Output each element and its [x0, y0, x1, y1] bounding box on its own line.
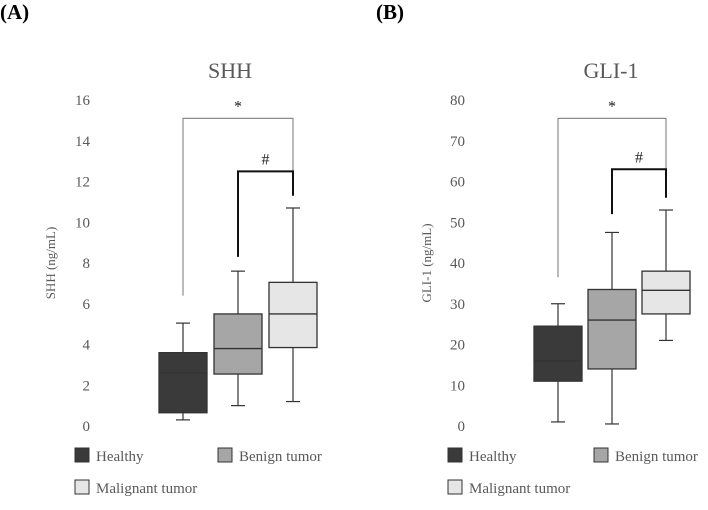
box-healthy	[158, 351, 208, 414]
y-tick-label: 80	[450, 93, 465, 109]
y-tick-label: 14	[75, 134, 91, 150]
box-malignant-tumor	[641, 270, 691, 315]
legend-label: Benign tumor	[239, 449, 322, 465]
y-tick-label: 4	[83, 338, 91, 354]
legend-swatch	[74, 447, 90, 463]
legend-swatch	[74, 479, 90, 495]
significance-bracket	[237, 170, 294, 257]
box-healthy	[533, 325, 583, 382]
y-tick-label: 10	[75, 215, 90, 231]
legend-swatch	[217, 447, 233, 463]
y-axis-label: GLI-1 (ng/mL)	[419, 223, 434, 302]
y-tick-label: 8	[83, 256, 91, 272]
legend-label: Benign tumor	[615, 449, 698, 465]
legend-label: Malignant tumor	[96, 481, 197, 497]
legend-swatch	[593, 447, 609, 463]
y-tick-label: 20	[450, 338, 465, 354]
y-tick-label: 6	[83, 297, 91, 313]
significance-bracket	[611, 168, 667, 215]
significance-marker: #	[635, 149, 643, 166]
y-tick-label: 30	[450, 297, 465, 313]
panel-label: (B)	[376, 0, 404, 24]
panel-shh: (A) SHH SHH (ng/mL) 0 2 4 6 8 10 12 14 16 * # Healthy B…	[0, 0, 322, 497]
box-benign-tumor	[587, 288, 637, 370]
significance-bracket	[557, 117, 667, 278]
chart-title: GLI-1	[584, 58, 639, 83]
legend-label: Malignant tumor	[469, 481, 570, 497]
panel-gli1: (B) GLI-1 GLI-1 (ng/mL) 0 10 20 30 40 50 60 70 80 * #…	[376, 0, 698, 497]
significance-marker: *	[234, 98, 242, 115]
y-tick-label: 60	[450, 175, 465, 191]
y-tick-label: 16	[75, 93, 91, 109]
significance-bracket	[182, 117, 294, 296]
legend-swatch	[447, 447, 463, 463]
y-tick-label: 0	[83, 419, 91, 435]
panel-label: (A)	[0, 0, 29, 24]
y-tick-label: 2	[83, 378, 91, 394]
legend-label: Healthy	[96, 449, 144, 465]
significance-marker: *	[608, 98, 616, 115]
y-axis-label: SHH (ng/mL)	[43, 227, 58, 300]
y-tick-label: 70	[450, 134, 465, 150]
significance-marker: #	[262, 151, 270, 168]
box-malignant-tumor	[268, 281, 318, 349]
y-tick-label: 10	[450, 378, 465, 394]
legend-swatch	[447, 479, 463, 495]
y-tick-label: 40	[450, 256, 465, 272]
chart-title: SHH	[208, 58, 252, 83]
y-tick-label: 50	[450, 215, 465, 231]
y-tick-label: 0	[458, 419, 466, 435]
y-tick-label: 12	[75, 175, 90, 191]
legend-label: Healthy	[469, 449, 517, 465]
box-benign-tumor	[213, 313, 263, 375]
